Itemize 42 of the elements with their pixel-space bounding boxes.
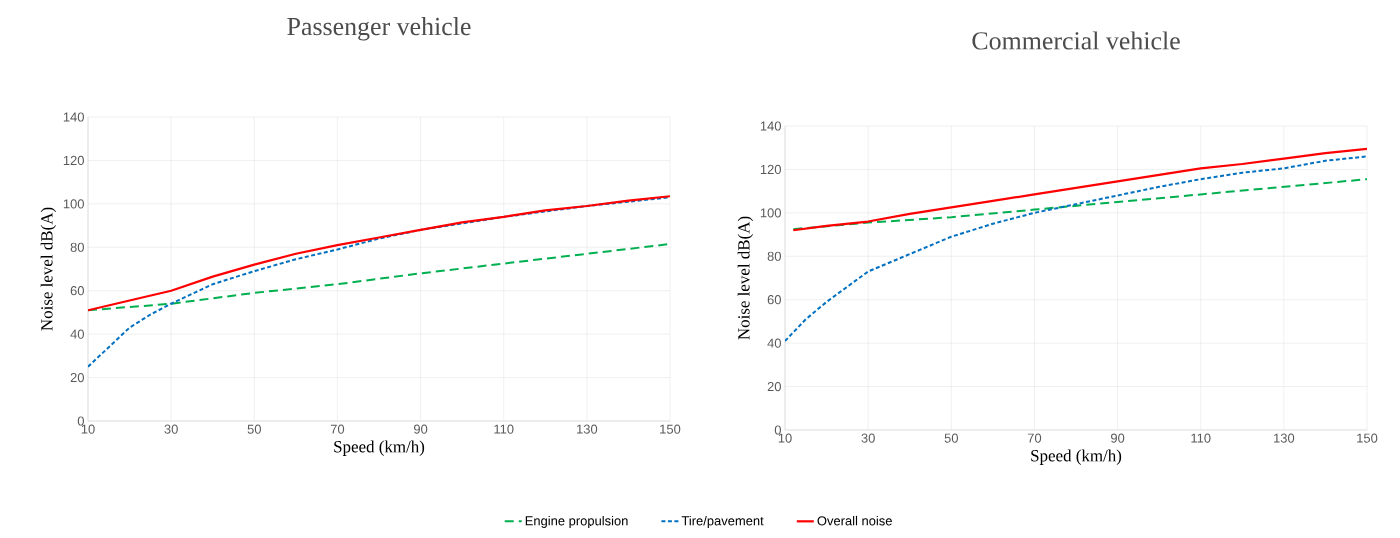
x-tick-label: 30 <box>164 424 178 434</box>
y-tick-label: 100 <box>760 208 781 218</box>
x-tick-label: 90 <box>413 424 428 434</box>
x-tick-label: 110 <box>494 424 514 434</box>
x-tick-label: 150 <box>660 424 681 434</box>
y-tick-label: 0 <box>774 425 781 435</box>
x-tick-label: 130 <box>577 424 598 434</box>
legend-label: Tire/pavement <box>681 515 764 528</box>
x-tick-label: 10 <box>81 424 95 434</box>
y-tick-label: 40 <box>70 329 84 339</box>
x-tick-label: 150 <box>1357 433 1378 443</box>
x-tick-label: 50 <box>944 433 958 443</box>
y-tick-label: 120 <box>760 164 781 175</box>
x-axis-title: Speed (km/h) <box>1031 449 1122 465</box>
y-tick-label: 140 <box>760 121 781 131</box>
chart-title: Commercial vehicle <box>972 31 1180 50</box>
x-tick-label: 70 <box>330 424 345 434</box>
y-tick-label: 120 <box>63 155 84 166</box>
y-tick-label: 20 <box>767 381 781 392</box>
y-tick-label: 60 <box>70 286 84 296</box>
y-tick-label: 100 <box>63 199 84 209</box>
x-tick-label: 50 <box>247 424 261 434</box>
y-axis-title: Noise level dB(A) <box>737 216 754 340</box>
x-tick-label: 10 <box>778 433 792 443</box>
y-tick-label: 80 <box>767 251 781 261</box>
x-tick-label: 130 <box>1274 433 1295 443</box>
x-tick-label: 70 <box>1027 433 1042 443</box>
y-tick-label: 40 <box>767 338 781 348</box>
y-tick-label: 80 <box>70 242 84 252</box>
y-tick-label: 140 <box>63 112 84 122</box>
line-series <box>88 195 671 312</box>
legend-label: Overall noise <box>817 515 892 526</box>
x-tick-label: 30 <box>861 433 875 443</box>
x-tick-label: 110 <box>1191 433 1211 443</box>
x-axis-title: Speed (km/h) <box>334 440 425 456</box>
y-tick-label: 60 <box>767 295 781 305</box>
legend-label: Engine propulsion <box>525 515 628 528</box>
y-tick-label: 20 <box>70 372 84 383</box>
y-tick-label: 0 <box>77 416 84 426</box>
x-tick-label: 90 <box>1110 433 1125 443</box>
chart-title: Passenger vehicle <box>287 17 471 41</box>
y-axis-title: Noise level dB(A) <box>40 207 57 331</box>
